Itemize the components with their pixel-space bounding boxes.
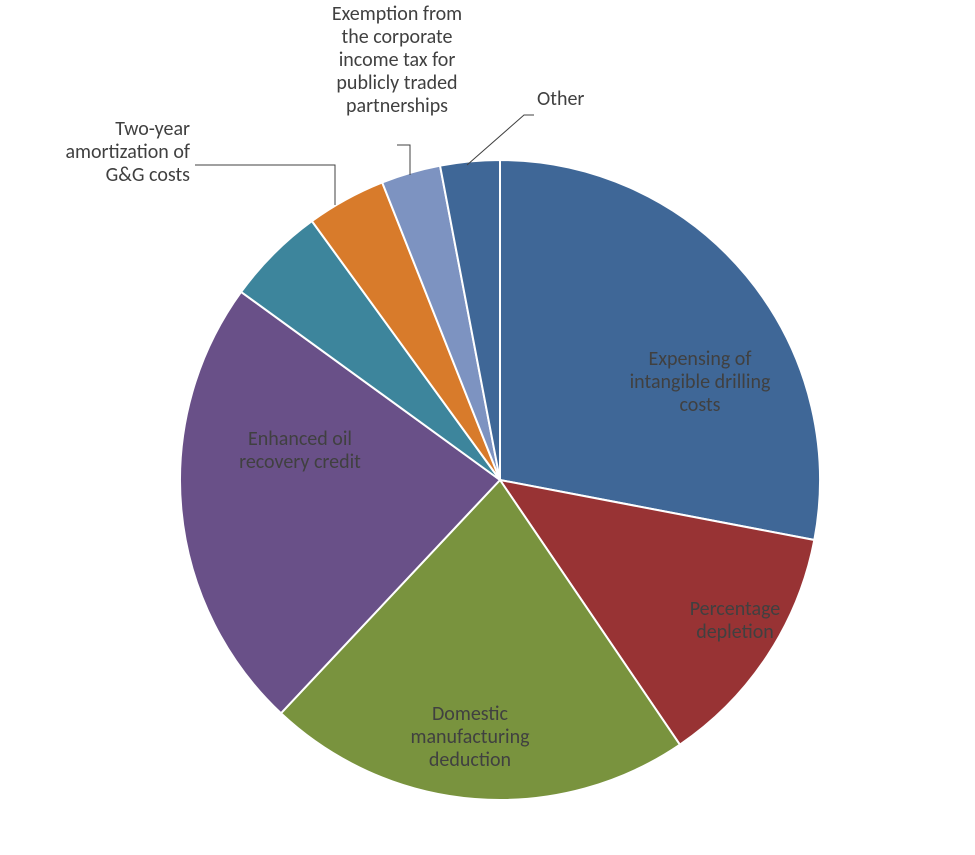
leader-other — [467, 115, 534, 165]
slice-label-twoyear: Two-yearamortization ofG&G costs — [65, 117, 190, 187]
slice-label-enhanced: Enhanced oilrecovery credit — [239, 427, 361, 474]
slice-label-other: Other — [537, 87, 584, 111]
leader-twoyear — [195, 165, 335, 205]
leader-exemption — [397, 145, 410, 175]
pie-chart: Expensing ofintangible drillingcostsPerc… — [0, 0, 975, 855]
slice-label-exemption: Exemption fromthe corporateincome tax fo… — [332, 2, 462, 118]
slice-label-depletion: Percentagedepletion — [690, 597, 781, 644]
chart-container: Expensing ofintangible drillingcostsPerc… — [0, 0, 975, 855]
